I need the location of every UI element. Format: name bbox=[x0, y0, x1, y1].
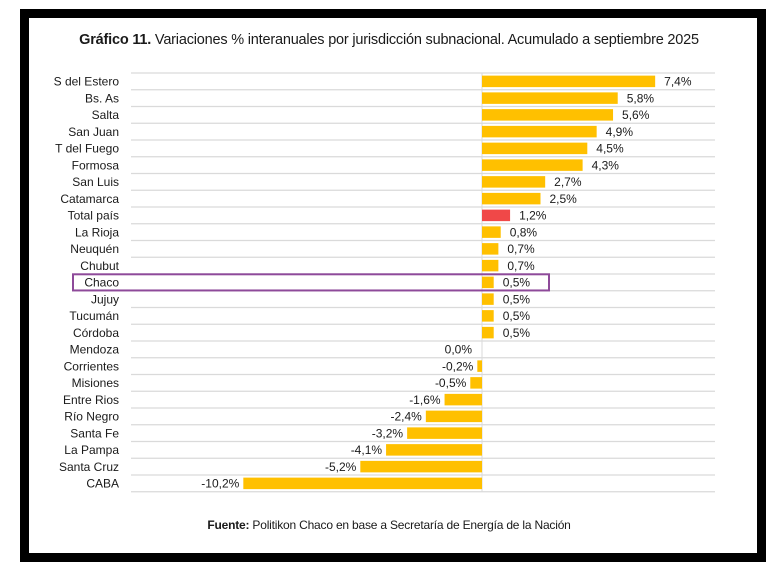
data-label: 4,3% bbox=[592, 158, 620, 172]
category-label: Mendoza bbox=[70, 343, 120, 357]
bar bbox=[482, 176, 546, 188]
data-label: 2,7% bbox=[554, 175, 582, 189]
source-label: Fuente: bbox=[207, 518, 250, 532]
bar bbox=[482, 159, 583, 171]
category-label: Catamarca bbox=[60, 192, 119, 206]
bar bbox=[425, 410, 482, 423]
data-label: 0,5% bbox=[503, 309, 531, 323]
bar bbox=[482, 326, 494, 339]
category-label: San Luis bbox=[72, 175, 119, 189]
bar bbox=[386, 444, 482, 456]
category-label: Córdoba bbox=[73, 326, 119, 340]
bar bbox=[482, 92, 618, 104]
bar bbox=[477, 360, 482, 372]
category-label: Entre Rios bbox=[63, 393, 119, 407]
category-label: La Rioja bbox=[75, 225, 119, 239]
data-label: 5,8% bbox=[627, 91, 655, 105]
data-label: 4,5% bbox=[596, 142, 624, 156]
data-label: 2,5% bbox=[550, 192, 578, 206]
highlight-outline-box bbox=[72, 273, 550, 292]
category-label: Chaco bbox=[84, 276, 119, 290]
bar bbox=[444, 393, 482, 406]
bar bbox=[482, 293, 494, 305]
bar bbox=[482, 209, 511, 222]
bar bbox=[482, 142, 588, 155]
data-label: 0,5% bbox=[503, 276, 531, 290]
data-label: 0,8% bbox=[510, 225, 538, 239]
category-label: CABA bbox=[86, 477, 119, 491]
bar bbox=[482, 226, 501, 238]
chart-source: Fuente: Politikon Chaco en base a Secret… bbox=[0, 518, 778, 532]
data-label: 0,0% bbox=[445, 343, 473, 357]
category-label: S del Estero bbox=[54, 75, 120, 89]
data-label: -10,2% bbox=[201, 477, 239, 491]
data-label: 0,7% bbox=[507, 242, 535, 256]
data-label: 0,5% bbox=[503, 292, 531, 306]
bar bbox=[360, 460, 482, 473]
bar bbox=[482, 192, 541, 205]
data-label: 0,5% bbox=[503, 326, 531, 340]
data-label: -0,5% bbox=[435, 376, 467, 390]
bar bbox=[482, 125, 597, 138]
bar bbox=[482, 276, 494, 289]
data-label: -2,4% bbox=[390, 410, 422, 424]
data-label: 7,4% bbox=[664, 75, 692, 89]
data-label: 4,9% bbox=[606, 125, 634, 139]
bar bbox=[407, 427, 482, 439]
bar bbox=[482, 75, 656, 88]
category-label: Formosa bbox=[72, 158, 120, 172]
chart-title-bold: Gráfico 11. bbox=[79, 32, 152, 48]
category-label: Neuquén bbox=[70, 242, 119, 256]
category-label: Bs. As bbox=[85, 91, 119, 105]
category-label: Chubut bbox=[80, 259, 119, 273]
bar bbox=[243, 477, 482, 490]
data-label: -5,2% bbox=[325, 460, 357, 474]
category-label: Río Negro bbox=[64, 410, 119, 424]
bar bbox=[482, 259, 499, 272]
category-label: Total país bbox=[68, 209, 119, 223]
category-label: Jujuy bbox=[91, 292, 119, 306]
category-label: Corrientes bbox=[64, 359, 119, 373]
bar bbox=[482, 243, 499, 255]
data-label: 5,6% bbox=[622, 108, 650, 122]
category-label: San Juan bbox=[68, 125, 119, 139]
data-label: -3,2% bbox=[372, 426, 404, 440]
category-label: Tucumán bbox=[69, 309, 119, 323]
bar bbox=[482, 109, 614, 121]
category-label: T del Fuego bbox=[55, 142, 119, 156]
data-label: -4,1% bbox=[351, 443, 383, 457]
chart-title: Gráfico 11. Variaciones % interanuales p… bbox=[0, 32, 778, 48]
bar bbox=[482, 310, 494, 322]
chart-title-text: Variaciones % interanuales por jurisdicc… bbox=[151, 32, 699, 48]
data-label: -1,6% bbox=[409, 393, 441, 407]
category-label: Salta bbox=[92, 108, 120, 122]
category-label: La Pampa bbox=[64, 443, 119, 457]
data-label: -0,2% bbox=[442, 359, 474, 373]
data-label: 1,2% bbox=[519, 209, 547, 223]
source-text: Politikon Chaco en base a Secretaría de … bbox=[249, 518, 571, 532]
category-label: Santa Fe bbox=[70, 426, 119, 440]
category-label: Misiones bbox=[72, 376, 119, 390]
data-label: 0,7% bbox=[507, 259, 535, 273]
category-label: Santa Cruz bbox=[59, 460, 119, 474]
bar bbox=[470, 377, 482, 389]
